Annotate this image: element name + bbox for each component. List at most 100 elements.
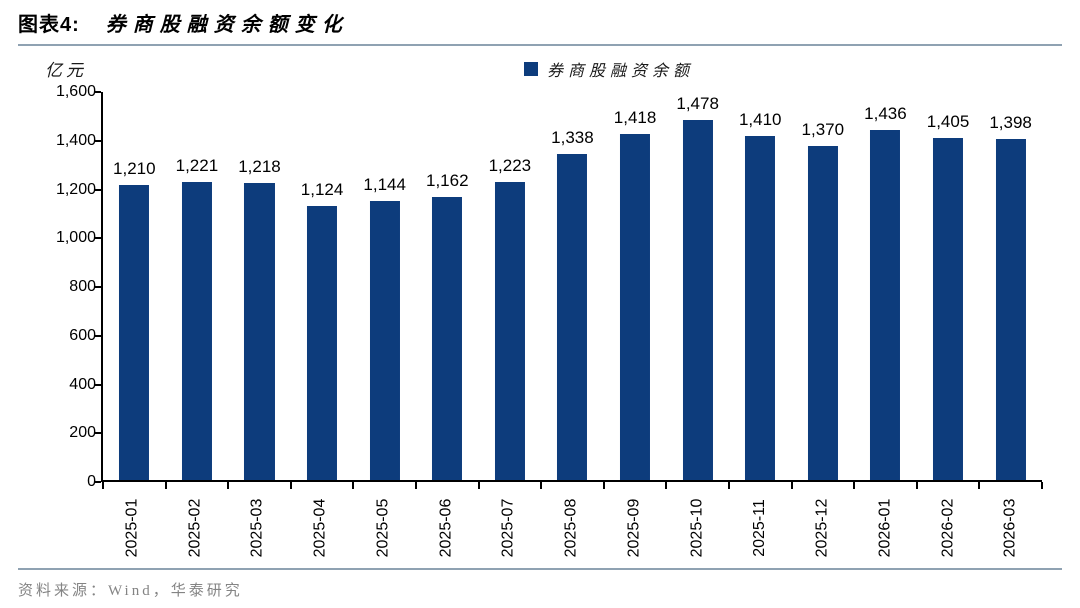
bar-value-label: 1,144 <box>363 175 406 195</box>
bar-value-label: 1,124 <box>300 180 344 200</box>
bar <box>432 196 463 480</box>
x-tick-mark <box>352 482 355 489</box>
plot-area: 1,210 1,221 1,218 1,124 1,144 1,162 1,223 1,338… <box>94 91 1043 489</box>
bar-slot: 1,370 <box>792 92 855 480</box>
bar-slot: 1,210 <box>103 92 166 480</box>
bar <box>244 183 275 480</box>
x-tick-mark <box>289 482 292 489</box>
bar-slot: 1,338 <box>541 92 604 480</box>
bar <box>745 136 776 480</box>
x-tick-label: 2025-07 <box>499 498 517 558</box>
y-tick-label: 600 <box>69 326 96 344</box>
x-tick-label: 2025-05 <box>374 498 392 558</box>
x-tick-label: 2025-02 <box>186 498 204 558</box>
y-tick-label: 0 <box>87 473 96 490</box>
x-tick-label: 2025-11 <box>750 499 768 557</box>
bar-slot: 1,144 <box>353 92 416 480</box>
x-tick-mark <box>602 482 605 489</box>
y-tick-label: 800 <box>69 278 96 295</box>
y-tick-mark <box>94 432 101 435</box>
y-axis-labels: 0 200 400 600 800 1,000 1,200 1,400 1,600 <box>18 83 96 490</box>
x-label-slot: 2025-07 <box>477 486 540 570</box>
x-label-slot: 2026-02 <box>917 486 980 570</box>
x-tick-mark <box>727 482 730 489</box>
bar-value-label: 1,436 <box>864 103 907 123</box>
x-tick-label: 2025-01 <box>123 498 141 558</box>
y-tick-label: 400 <box>69 375 96 393</box>
x-label-slot: 2025-12 <box>791 486 854 570</box>
legend-swatch-icon <box>524 62 538 76</box>
bar-value-label: 1,221 <box>175 156 219 176</box>
bar <box>181 182 212 480</box>
x-tick-mark <box>540 482 543 489</box>
bar-slot: 1,221 <box>166 92 229 480</box>
bar <box>494 181 525 480</box>
bar-value-label: 1,338 <box>551 127 594 147</box>
bar <box>682 119 713 480</box>
bar-slot: 1,436 <box>854 92 917 480</box>
bar <box>870 129 901 480</box>
bar-value-label: 1,210 <box>113 159 156 179</box>
bar <box>369 201 400 480</box>
y-tick-mark <box>94 383 101 386</box>
bar-value-label: 1,418 <box>613 108 657 128</box>
y-tick-mark <box>94 91 101 93</box>
x-tick-label: 2025-04 <box>311 498 329 558</box>
y-tick-mark <box>94 286 101 288</box>
bar-value-label: 1,218 <box>238 157 281 177</box>
figure-title: 券商股融资余额变化 <box>105 14 349 36</box>
bar-slot: 1,162 <box>416 92 479 480</box>
x-label-slot: 2025-03 <box>226 486 289 570</box>
x-tick-mark <box>477 482 480 489</box>
chart-legend: 券商股融资余额 <box>524 57 694 81</box>
x-tick-label: 2026-03 <box>1001 498 1019 558</box>
x-tick-mark <box>227 482 230 489</box>
y-tick-label: 1,600 <box>55 83 96 100</box>
x-label-slot: 2025-05 <box>352 486 415 570</box>
x-tick-label: 2025-09 <box>625 498 643 558</box>
x-tick-mark <box>102 482 104 489</box>
bar-slot: 1,418 <box>604 92 667 480</box>
bar <box>307 206 338 480</box>
figure-footer: 资料来源：Wind，华泰研究 <box>18 568 1062 600</box>
x-label-slot: 2025-06 <box>415 486 478 570</box>
footer-divider <box>18 568 1062 570</box>
y-tick-mark <box>94 481 101 483</box>
y-tick-label: 1,200 <box>55 180 96 198</box>
bar-value-label: 1,223 <box>488 155 532 175</box>
x-label-slot: 2025-02 <box>164 486 227 570</box>
y-tick-label: 1,400 <box>55 131 96 149</box>
bars-row: 1,210 1,221 1,218 1,124 1,144 1,162 1,223 1,338… <box>103 92 1042 480</box>
x-tick-label: 2025-06 <box>437 498 455 558</box>
source-note: 资料来源：Wind，华泰研究 <box>18 583 243 599</box>
x-label-slot: 2025-08 <box>540 486 603 570</box>
figure-header: 图表4: 券商股融资余额变化 <box>18 8 1062 37</box>
bar <box>995 139 1026 480</box>
y-tick-mark <box>94 334 101 337</box>
bar-value-label: 1,370 <box>801 120 845 140</box>
bar-value-label: 1,398 <box>989 113 1032 133</box>
bar-chart: 亿元 券商股融资余额 0 200 400 600 800 1,000 1,200 1,400 1… <box>18 46 1062 566</box>
x-tick-mark <box>853 482 856 489</box>
bar-value-label: 1,405 <box>926 111 970 131</box>
x-label-slot: 2025-10 <box>666 486 729 570</box>
x-label-slot: 2026-01 <box>854 486 917 570</box>
x-tick-label: 2026-02 <box>938 498 956 558</box>
bar-slot: 1,478 <box>666 92 729 480</box>
header-divider <box>18 44 1062 46</box>
y-axis-unit-label: 亿元 <box>45 61 87 80</box>
y-tick-mark <box>94 188 101 191</box>
bar-value-label: 1,410 <box>738 110 782 130</box>
bar-slot: 1,218 <box>228 92 291 480</box>
y-tick-mark <box>94 139 101 142</box>
x-tick-mark <box>978 482 981 489</box>
bar <box>557 153 588 480</box>
x-label-slot: 2025-11 <box>728 486 791 570</box>
x-label-slot: 2025-01 <box>101 486 164 570</box>
bar-slot: 1,405 <box>917 92 980 480</box>
bar-slot: 1,124 <box>291 92 354 480</box>
bar-slot: 1,410 <box>729 92 792 480</box>
y-tick-label: 1,000 <box>55 229 96 247</box>
bar-slot: 1,398 <box>979 92 1042 480</box>
